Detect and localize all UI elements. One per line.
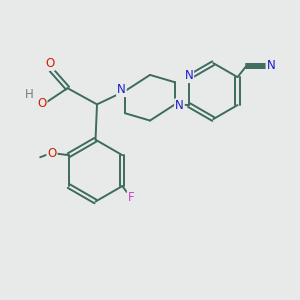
- Text: N: N: [117, 83, 126, 96]
- Text: N: N: [267, 59, 275, 72]
- Text: N: N: [184, 69, 193, 82]
- Text: H: H: [25, 88, 34, 101]
- Text: F: F: [128, 191, 134, 204]
- Text: N: N: [175, 99, 184, 112]
- Text: O: O: [45, 57, 55, 70]
- Text: O: O: [47, 147, 57, 160]
- Text: O: O: [37, 97, 46, 110]
